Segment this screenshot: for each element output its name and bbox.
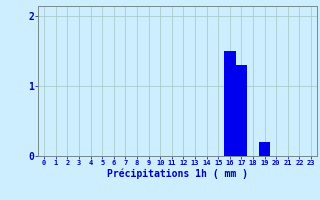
- Bar: [224, 51, 236, 156]
- Bar: [259, 142, 270, 156]
- Bar: [236, 65, 247, 156]
- X-axis label: Précipitations 1h ( mm ): Précipitations 1h ( mm ): [107, 169, 248, 179]
